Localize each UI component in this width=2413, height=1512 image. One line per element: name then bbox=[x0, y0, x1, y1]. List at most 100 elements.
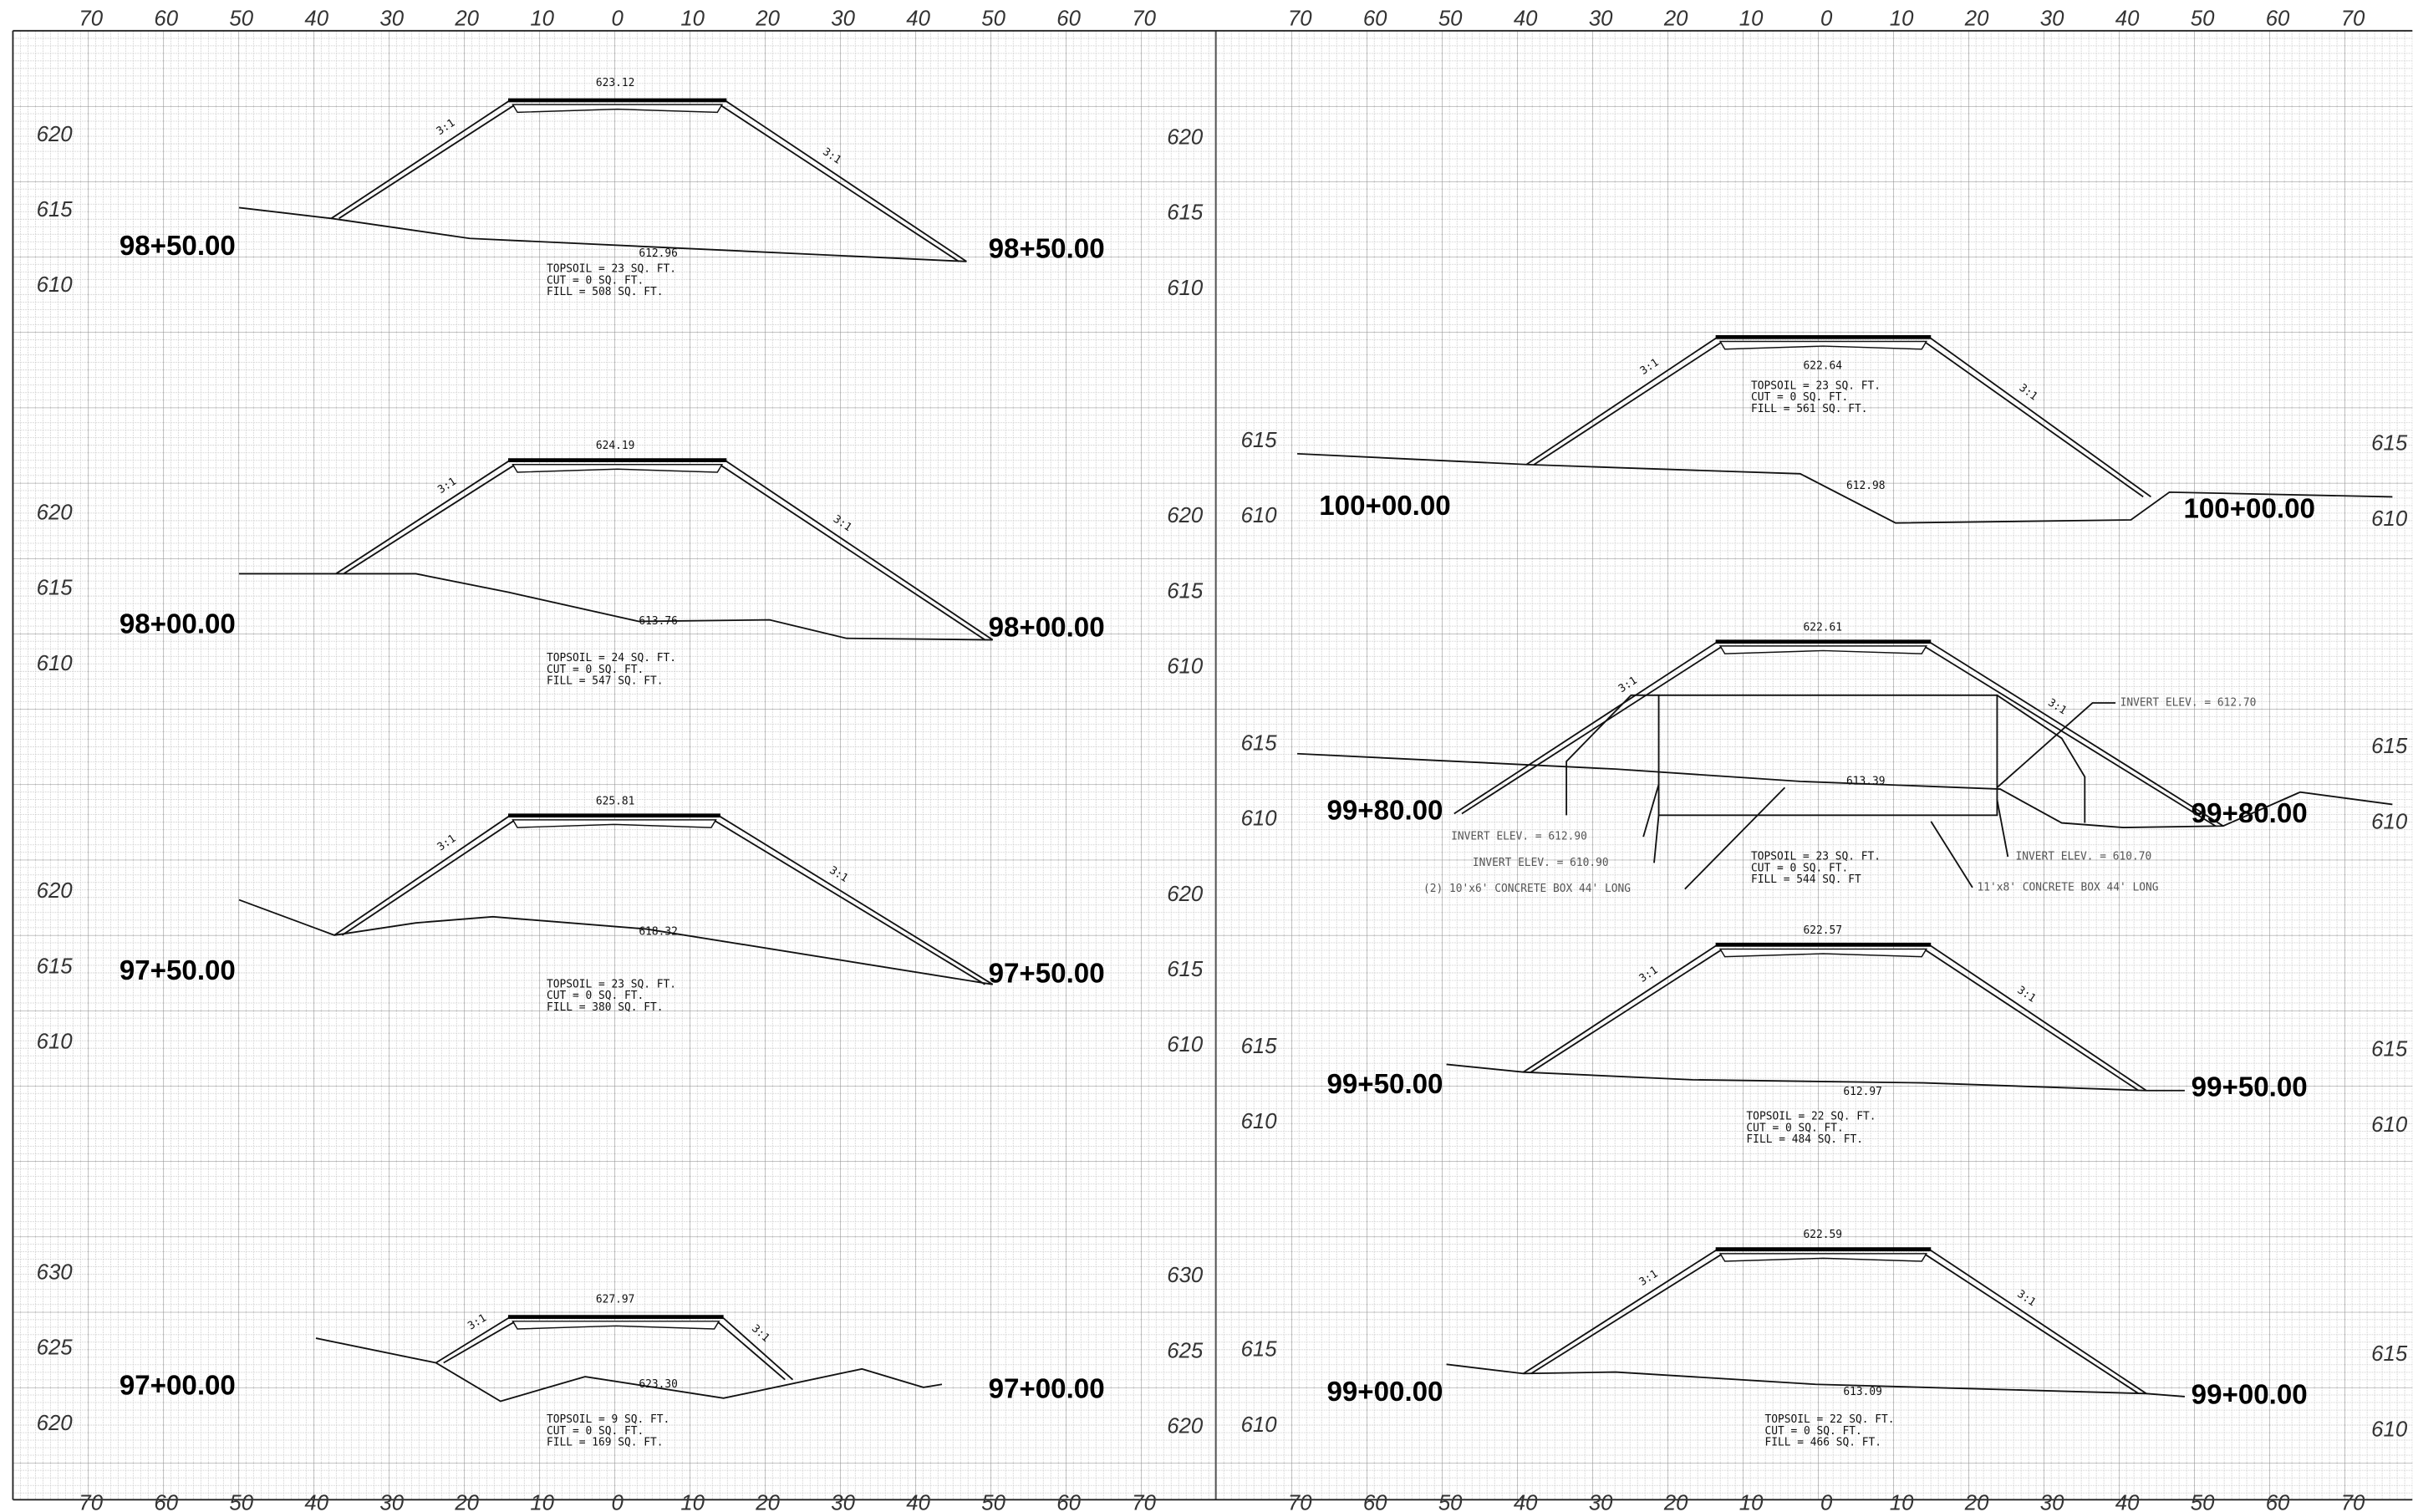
scale-label: 60 bbox=[154, 1492, 178, 1512]
culvert-wall bbox=[1996, 695, 2086, 823]
culvert-note: INVERT ELEV. = 610.90 bbox=[1473, 857, 1609, 869]
quantity: FILL = 508 SQ. FT. bbox=[547, 286, 664, 298]
quantity: TOPSOIL = 23 SQ. FT. bbox=[547, 978, 676, 990]
station-label: 97+50.00 bbox=[120, 955, 236, 986]
scale-label: 0 bbox=[1820, 1492, 1833, 1512]
ground-elevation: 623.30 bbox=[639, 1378, 678, 1391]
scale-label: 50 bbox=[981, 1492, 1005, 1512]
scale-label: 0 bbox=[612, 1492, 624, 1512]
scale-label: 30 bbox=[379, 1492, 404, 1512]
culvert-note: (2) 10'x6' CONCRETE BOX 44' LONG bbox=[1423, 883, 1631, 895]
scale-label: 10 bbox=[680, 8, 705, 31]
ground-elevation: 613.76 bbox=[639, 615, 678, 628]
elevation-label: 625 bbox=[1167, 1339, 1204, 1362]
elevation-label: 610 bbox=[1241, 1413, 1278, 1437]
quantity: FILL = 466 SQ. FT. bbox=[1765, 1437, 1882, 1449]
scale-label: 40 bbox=[304, 8, 328, 31]
quantity: FILL = 169 SQ. FT. bbox=[547, 1437, 664, 1449]
culvert-note: INVERT ELEV. = 612.70 bbox=[2120, 697, 2257, 710]
quantity: CUT = 0 SQ. FT. bbox=[547, 1425, 644, 1438]
station-label: 98+00.00 bbox=[120, 609, 236, 640]
elevation-label: 615 bbox=[1167, 579, 1204, 603]
elevation-label: 620 bbox=[37, 879, 74, 903]
quantity: CUT = 0 SQ. FT. bbox=[547, 274, 644, 287]
elevation-label: 615 bbox=[1241, 1338, 1278, 1362]
ground-elevation: 612.98 bbox=[1846, 480, 1886, 492]
elevation-label: 620 bbox=[37, 501, 74, 524]
pavement bbox=[512, 819, 717, 828]
culvert-note: INVERT ELEV. = 610.70 bbox=[2015, 851, 2151, 863]
elevation-label: 620 bbox=[1167, 504, 1204, 527]
elevation-label: 630 bbox=[37, 1261, 74, 1285]
scale-label: 60 bbox=[2266, 1492, 2290, 1512]
leader bbox=[1684, 787, 1786, 890]
elevation-label: 610 bbox=[37, 273, 74, 297]
scale-label: 70 bbox=[2341, 1492, 2365, 1512]
elevation-label: 615 bbox=[37, 955, 74, 978]
quantity: FILL = 561 SQ. FT. bbox=[1751, 403, 1868, 415]
top-elevation: 625.81 bbox=[596, 795, 635, 807]
quantity: TOPSOIL = 23 SQ. FT. bbox=[1751, 379, 1881, 392]
ground-elevation: 618.32 bbox=[639, 926, 678, 939]
quantity: TOPSOIL = 9 SQ. FT. bbox=[547, 1413, 669, 1426]
scale-label: 40 bbox=[2115, 8, 2140, 31]
scale-label: 20 bbox=[454, 1492, 479, 1512]
elevation-label: 610 bbox=[1167, 1033, 1204, 1056]
scale-label: 70 bbox=[79, 8, 103, 31]
scale-label: 20 bbox=[1964, 1492, 1989, 1512]
leader bbox=[1642, 784, 1660, 837]
station-label: 99+00.00 bbox=[2192, 1380, 2308, 1411]
scale-label: 70 bbox=[1132, 1492, 1156, 1512]
quantity: TOPSOIL = 23 SQ. FT. bbox=[1751, 851, 1881, 863]
pavement bbox=[1718, 948, 1928, 958]
grid bbox=[13, 30, 2413, 1500]
scale-label: 30 bbox=[831, 1492, 855, 1512]
top-elevation: 622.59 bbox=[1804, 1229, 1843, 1241]
scale-label: 50 bbox=[1438, 8, 1463, 31]
station-label: 97+00.00 bbox=[989, 1373, 1105, 1404]
culvert-note: 11'x8' CONCRETE BOX 44' LONG bbox=[1977, 881, 2158, 893]
top-elevation: 624.19 bbox=[596, 440, 635, 452]
quantity: TOPSOIL = 22 SQ. FT. bbox=[1765, 1413, 1895, 1426]
scale-label: 60 bbox=[1056, 8, 1081, 31]
quantity: TOPSOIL = 24 SQ. FT. bbox=[547, 652, 676, 664]
station-label: 99+80.00 bbox=[1326, 795, 1443, 826]
station-label: 99+50.00 bbox=[1326, 1069, 1443, 1100]
scale-label: 70 bbox=[79, 1492, 103, 1512]
scale-label: 60 bbox=[1363, 1492, 1387, 1512]
quantity: CUT = 0 SQ. FT. bbox=[1765, 1425, 1862, 1438]
station-label: 97+50.00 bbox=[989, 958, 1105, 989]
elevation-label: 610 bbox=[1241, 1110, 1278, 1133]
scale-label: 70 bbox=[1288, 1492, 1312, 1512]
ground-line bbox=[315, 1337, 943, 1403]
quantity: FILL = 547 SQ. FT. bbox=[547, 675, 664, 688]
top-elevation: 627.97 bbox=[596, 1294, 635, 1306]
pavement bbox=[1718, 1253, 1928, 1262]
leader bbox=[1996, 702, 2116, 788]
top-elevation: 622.57 bbox=[1804, 924, 1843, 937]
station-label: 100+00.00 bbox=[2183, 494, 2314, 525]
top-elevation: 622.61 bbox=[1804, 621, 1843, 634]
scale-label: 30 bbox=[379, 8, 404, 31]
elevation-label: 615 bbox=[1241, 732, 1278, 756]
pavement bbox=[512, 104, 724, 114]
station-label: 99+50.00 bbox=[2192, 1072, 2308, 1103]
scale-label: 60 bbox=[154, 8, 178, 31]
scale-label: 70 bbox=[1132, 8, 1156, 31]
scale-label: 30 bbox=[1589, 8, 1613, 31]
elevation-label: 615 bbox=[1167, 201, 1204, 225]
leader bbox=[1653, 815, 1660, 863]
elevation-label: 620 bbox=[37, 123, 74, 146]
scale-label: 30 bbox=[1589, 1492, 1613, 1512]
station-label: 97+00.00 bbox=[120, 1371, 236, 1402]
elevation-label: 610 bbox=[1167, 277, 1204, 300]
ground-elevation: 613.09 bbox=[1843, 1386, 1882, 1398]
quantity: TOPSOIL = 23 SQ. FT. bbox=[547, 263, 676, 276]
scale-label: 20 bbox=[1663, 1492, 1688, 1512]
elevation-label: 620 bbox=[1167, 125, 1204, 149]
quantity: CUT = 0 SQ. FT. bbox=[1751, 391, 1848, 404]
quantity: FILL = 380 SQ. FT. bbox=[547, 1001, 664, 1014]
leader bbox=[1930, 821, 1973, 888]
ground-elevation: 613.39 bbox=[1846, 775, 1886, 787]
